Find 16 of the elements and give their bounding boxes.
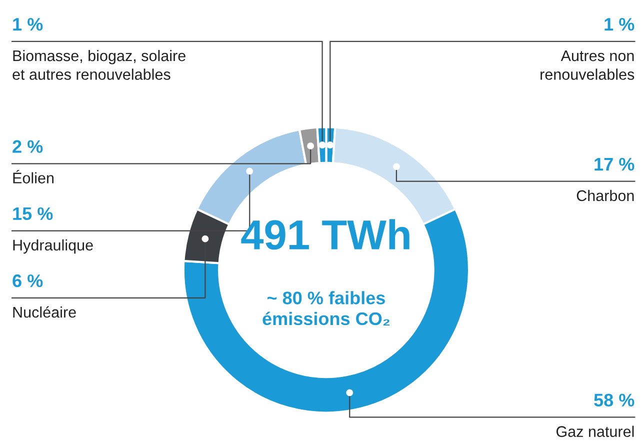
text: 491 TWh bbox=[241, 219, 410, 250]
data-label: 1 % bbox=[13, 18, 43, 31]
slice-label: Éolien bbox=[13, 170, 54, 184]
slice-label: Hydraulique bbox=[13, 239, 93, 254]
data-label: 58 % bbox=[594, 394, 634, 406]
text: ~ 80 % faibles émissions CO₂ bbox=[262, 291, 390, 326]
slice-label: Charbon bbox=[576, 190, 634, 202]
data-label: 6 % bbox=[12, 274, 43, 288]
data-label: 15 % bbox=[13, 207, 53, 220]
slice-label: Gaz naturel bbox=[556, 426, 634, 437]
slice-label: Biomasse, biogaz, solaire et autres renouvelables bbox=[12, 50, 186, 80]
slice-label: Nucléaire bbox=[13, 306, 76, 318]
data-label: 1 % bbox=[604, 18, 634, 31]
slice-label: Autres non renouvelables bbox=[540, 50, 634, 80]
data-label: 17 % bbox=[594, 158, 634, 171]
data-label: 2 % bbox=[12, 140, 43, 153]
